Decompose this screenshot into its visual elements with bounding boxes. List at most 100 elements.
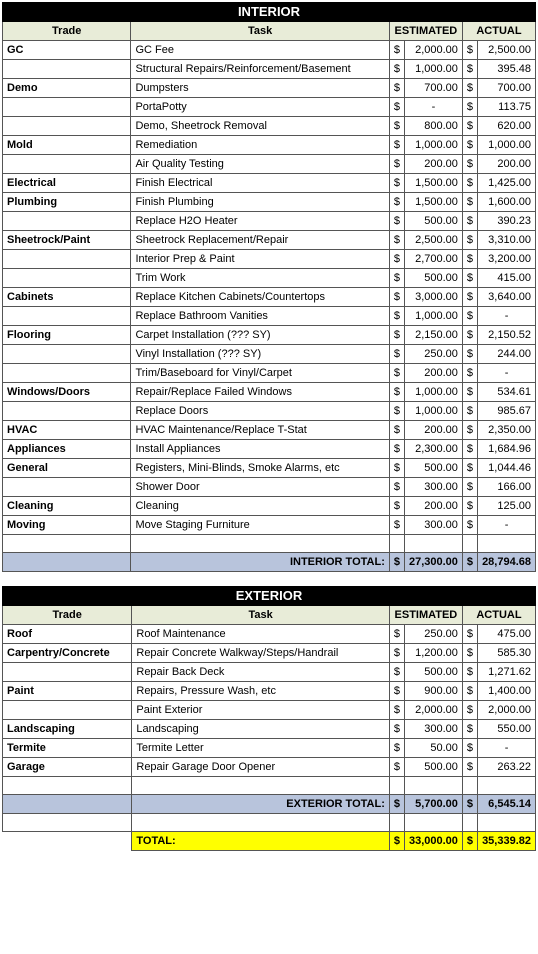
currency-symbol: $	[462, 663, 477, 682]
cell-estimated: 3,000.00	[404, 288, 462, 307]
data-row: Air Quality Testing $ 200.00 $ 200.00	[3, 155, 536, 174]
currency-symbol: $	[462, 421, 477, 440]
currency-symbol: $	[462, 516, 477, 535]
cell-trade	[3, 250, 131, 269]
grand-total-row: TOTAL: $ 33,000.00 $ 35,339.82	[3, 832, 536, 851]
total-label: EXTERIOR TOTAL:	[132, 795, 389, 814]
currency-symbol: $	[389, 117, 404, 136]
cell-trade	[3, 155, 131, 174]
cell-trade: Moving	[3, 516, 131, 535]
total-label: INTERIOR TOTAL:	[131, 553, 389, 572]
currency-symbol: $	[389, 701, 404, 720]
cell-estimated: 300.00	[404, 478, 462, 497]
cell-task: Replace Kitchen Cabinets/Countertops	[131, 288, 389, 307]
cell-task: Shower Door	[131, 478, 389, 497]
cell-task: Roof Maintenance	[132, 625, 389, 644]
cell-trade: Landscaping	[3, 720, 132, 739]
cell-task: Remediation	[131, 136, 389, 155]
cell-actual: 3,310.00	[478, 231, 536, 250]
cell-task: HVAC Maintenance/Replace T-Stat	[131, 421, 389, 440]
cell-estimated: 1,000.00	[404, 60, 462, 79]
data-row: Moving Move Staging Furniture $ 300.00 $…	[3, 516, 536, 535]
currency-symbol: $	[462, 41, 477, 60]
cell-actual: 166.00	[478, 478, 536, 497]
cell-actual: 1,400.00	[478, 682, 536, 701]
cell-trade	[3, 212, 131, 231]
exterior-total-row: EXTERIOR TOTAL: $ 5,700.00 $ 6,545.14	[3, 795, 536, 814]
cell-trade	[3, 478, 131, 497]
cell-actual: -	[478, 516, 536, 535]
cell-task: Trim Work	[131, 269, 389, 288]
cell-trade	[3, 60, 131, 79]
currency-symbol: $	[462, 440, 477, 459]
cell-task: Registers, Mini-Blinds, Smoke Alarms, et…	[131, 459, 389, 478]
data-row: Trim Work $ 500.00 $ 415.00	[3, 269, 536, 288]
currency-symbol: $	[389, 663, 404, 682]
data-row: Structural Repairs/Reinforcement/Basemen…	[3, 60, 536, 79]
cell-estimated: 50.00	[404, 739, 462, 758]
cell-estimated: 1,000.00	[404, 307, 462, 326]
hdr-task: Task	[132, 606, 389, 625]
currency-symbol: $	[389, 497, 404, 516]
data-row: Roof Roof Maintenance $ 250.00 $ 475.00	[3, 625, 536, 644]
cell-task: Move Staging Furniture	[131, 516, 389, 535]
cell-trade: Termite	[3, 739, 132, 758]
spacer-row	[3, 535, 536, 553]
currency-symbol: $	[462, 326, 477, 345]
currency-symbol: $	[462, 459, 477, 478]
currency-symbol: $	[462, 136, 477, 155]
cell-task: Dumpsters	[131, 79, 389, 98]
cell-task: Trim/Baseboard for Vinyl/Carpet	[131, 364, 389, 383]
data-row: Sheetrock/Paint Sheetrock Replacement/Re…	[3, 231, 536, 250]
currency-symbol: $	[389, 644, 404, 663]
cell-actual: 534.61	[478, 383, 536, 402]
cell-estimated: 2,000.00	[404, 701, 462, 720]
currency-symbol: $	[389, 345, 404, 364]
cell-trade: Carpentry/Concrete	[3, 644, 132, 663]
currency-symbol: $	[462, 682, 477, 701]
currency-symbol: $	[389, 682, 404, 701]
cell-estimated: 250.00	[404, 625, 462, 644]
currency-symbol: $	[462, 117, 477, 136]
cell-task: Paint Exterior	[132, 701, 389, 720]
data-row: Replace Bathroom Vanities $ 1,000.00 $ -	[3, 307, 536, 326]
currency-symbol: $	[462, 402, 477, 421]
currency-symbol: $	[389, 288, 404, 307]
currency-symbol: $	[462, 383, 477, 402]
data-row: Shower Door $ 300.00 $ 166.00	[3, 478, 536, 497]
cell-task: Replace H2O Heater	[131, 212, 389, 231]
cell-trade: HVAC	[3, 421, 131, 440]
cell-trade: Cleaning	[3, 497, 131, 516]
cell-actual: -	[478, 307, 536, 326]
cell-task: Finish Electrical	[131, 174, 389, 193]
cell-actual: 1,600.00	[478, 193, 536, 212]
cell-task: Cleaning	[131, 497, 389, 516]
currency-symbol: $	[389, 402, 404, 421]
exterior-title: EXTERIOR	[3, 587, 536, 606]
currency-symbol: $	[462, 644, 477, 663]
cell-actual: 620.00	[478, 117, 536, 136]
cell-estimated: 200.00	[404, 364, 462, 383]
cell-task: PortaPotty	[131, 98, 389, 117]
currency-symbol: $	[389, 739, 404, 758]
cell-trade: Appliances	[3, 440, 131, 459]
cell-estimated: 1,500.00	[404, 193, 462, 212]
cell-task: Repair Back Deck	[132, 663, 389, 682]
data-row: HVAC HVAC Maintenance/Replace T-Stat $ 2…	[3, 421, 536, 440]
total-estimated: 5,700.00	[404, 795, 462, 814]
currency-symbol: $	[389, 155, 404, 174]
cell-trade	[3, 345, 131, 364]
data-row: Garage Repair Garage Door Opener $ 500.0…	[3, 758, 536, 777]
cell-actual: 113.75	[478, 98, 536, 117]
cell-trade: Windows/Doors	[3, 383, 131, 402]
currency-symbol: $	[462, 739, 477, 758]
cell-estimated: 2,700.00	[404, 250, 462, 269]
data-row: Carpentry/Concrete Repair Concrete Walkw…	[3, 644, 536, 663]
grand-label: TOTAL:	[132, 832, 389, 851]
cell-trade	[3, 269, 131, 288]
cell-task: Termite Letter	[132, 739, 389, 758]
cell-trade: Mold	[3, 136, 131, 155]
cell-estimated: 500.00	[404, 269, 462, 288]
cell-actual: 585.30	[478, 644, 536, 663]
data-row: General Registers, Mini-Blinds, Smoke Al…	[3, 459, 536, 478]
